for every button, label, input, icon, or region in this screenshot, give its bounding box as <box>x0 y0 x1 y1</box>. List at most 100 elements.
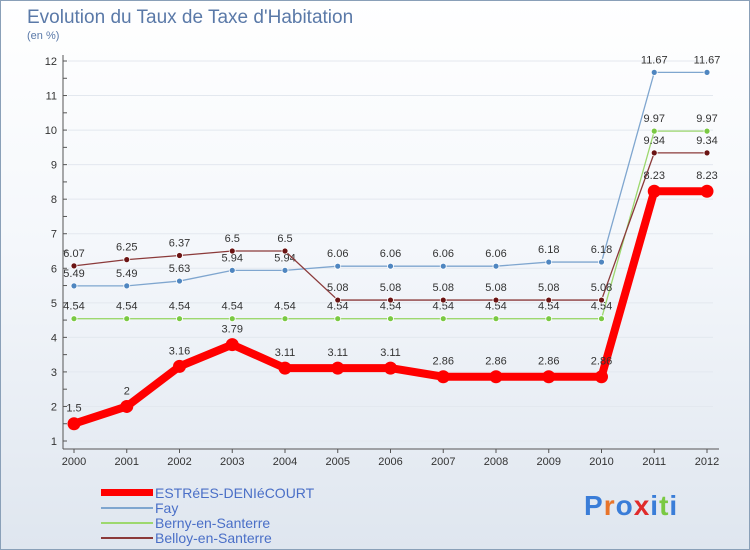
series-point-berny-en-santerre <box>650 127 658 135</box>
data-label-belloy-en-santerre: 5.08 <box>591 282 612 294</box>
data-label-berny-en-santerre: 4.54 <box>63 301 84 313</box>
data-label-estr-es-deni-court: 2.86 <box>433 356 454 368</box>
data-label-berny-en-santerre: 4.54 <box>380 301 401 313</box>
y-tick-label-2: 2 <box>51 401 57 413</box>
legend-item-belloy: Belloy-en-Santerre <box>101 529 314 546</box>
data-label-estr-es-deni-court: 8.23 <box>696 170 717 182</box>
data-label-belloy-en-santerre: 6.07 <box>63 248 84 260</box>
series-point-belloy-en-santerre <box>439 296 447 304</box>
data-label-estr-es-deni-court: 2 <box>124 385 130 397</box>
y-tick-label-10: 10 <box>45 125 57 137</box>
x-tick-label-2011: 2011 <box>642 456 666 468</box>
series-point-fay <box>598 258 605 266</box>
x-tick-label-2002: 2002 <box>167 456 191 468</box>
data-label-belloy-en-santerre: 6.25 <box>116 242 137 254</box>
legend-label-berny: Berny-en-Santerre <box>155 514 271 531</box>
y-tick-label-12: 12 <box>45 56 57 68</box>
series-point-belloy-en-santerre <box>176 252 183 259</box>
series-point-fay <box>703 69 711 76</box>
data-label-estr-es-deni-court: 3.79 <box>222 324 243 336</box>
series-point-fay <box>176 277 183 285</box>
series-point-berny-en-santerre <box>545 315 553 323</box>
data-label-estr-es-deni-court: 3.11 <box>327 347 348 359</box>
series-point-belloy-en-santerre <box>70 262 78 270</box>
x-tick-label-2007: 2007 <box>431 456 455 468</box>
x-tick-label-2004: 2004 <box>273 456 297 468</box>
y-tick-label-4: 4 <box>51 332 57 344</box>
legend-label-fay: Fay <box>155 499 179 516</box>
series-point-fay <box>70 282 78 290</box>
data-label-belloy-en-santerre: 5.08 <box>485 282 506 294</box>
series-point-estr-es-deni-court <box>120 399 134 413</box>
series-point-estr-es-deni-court <box>647 184 661 198</box>
series-point-berny-en-santerre <box>281 315 289 323</box>
series-point-fay <box>492 262 500 270</box>
series-point-fay <box>545 258 553 266</box>
data-label-belloy-en-santerre: 9.34 <box>644 135 665 147</box>
legend-swatch-belloy <box>101 536 153 539</box>
y-tick-label-3: 3 <box>51 367 57 379</box>
data-label-estr-es-deni-court: 1.5 <box>66 403 81 415</box>
series-point-estr-es-deni-court <box>436 370 450 384</box>
data-label-berny-en-santerre: 4.54 <box>222 301 243 313</box>
series-point-estr-es-deni-court <box>595 370 608 384</box>
data-label-estr-es-deni-court: 2.86 <box>485 356 506 368</box>
data-label-berny-en-santerre: 4.54 <box>327 301 348 313</box>
series-point-belloy-en-santerre <box>228 247 236 255</box>
series-point-belloy-en-santerre <box>703 149 711 157</box>
x-tick-label-2009: 2009 <box>537 456 561 468</box>
series-point-berny-en-santerre <box>334 315 342 323</box>
series-point-estr-es-deni-court <box>700 184 714 198</box>
series-point-berny-en-santerre <box>228 315 236 323</box>
x-tick-label-2003: 2003 <box>220 456 244 468</box>
series-point-fay <box>123 282 131 290</box>
x-tick-label-2005: 2005 <box>326 456 350 468</box>
data-label-berny-en-santerre: 4.54 <box>485 301 506 313</box>
series-point-fay <box>439 262 447 270</box>
series-point-estr-es-deni-court <box>542 370 556 384</box>
logo-letter: i <box>650 490 660 521</box>
x-tick-label-2000: 2000 <box>62 456 86 468</box>
logo-letter: P <box>584 490 604 521</box>
data-label-fay: 6.18 <box>538 244 559 256</box>
chart-subtitle: (en %) <box>27 30 60 42</box>
series-point-belloy-en-santerre <box>545 296 553 304</box>
data-label-belloy-en-santerre: 6.37 <box>169 237 190 249</box>
x-tick-label-2010: 2010 <box>589 456 613 468</box>
series-point-berny-en-santerre <box>492 315 500 323</box>
series-point-fay <box>281 266 289 274</box>
series-point-estr-es-deni-court <box>225 338 239 352</box>
legend-label-estrees: ESTRéES-DENIéCOURT <box>155 484 315 501</box>
logo-letter: t <box>659 490 670 521</box>
series-point-fay <box>334 262 342 270</box>
data-label-belloy-en-santerre: 9.34 <box>696 135 717 147</box>
data-label-fay: 5.49 <box>116 268 137 280</box>
series-point-belloy-en-santerre <box>387 296 394 304</box>
y-tick-label-7: 7 <box>51 229 57 241</box>
data-label-berny-en-santerre: 9.97 <box>696 113 717 125</box>
series-point-berny-en-santerre <box>176 315 183 323</box>
proxiti-logo: Proxiti <box>584 490 678 522</box>
series-point-berny-en-santerre <box>70 315 78 323</box>
series-point-estr-es-deni-court <box>384 361 397 375</box>
series-point-estr-es-deni-court <box>67 417 81 431</box>
legend-item-estrees: ESTRéES-DENIéCOURT <box>101 484 315 501</box>
data-label-berny-en-santerre: 4.54 <box>538 301 559 313</box>
series-point-estr-es-deni-court <box>173 359 186 373</box>
y-tick-label-11: 11 <box>46 91 57 103</box>
data-label-fay: 6.06 <box>485 248 506 260</box>
series-point-berny-en-santerre <box>703 127 711 135</box>
data-label-fay: 5.63 <box>169 263 190 275</box>
legend-label-belloy: Belloy-en-Santerre <box>155 529 272 546</box>
series-point-berny-en-santerre <box>439 315 447 323</box>
logo-letter: x <box>633 490 651 521</box>
data-label-belloy-en-santerre: 5.08 <box>327 282 348 294</box>
y-tick-label-5: 5 <box>51 298 57 310</box>
series-point-berny-en-santerre <box>387 315 394 323</box>
legend-swatch-fay <box>101 506 153 509</box>
series-point-berny-en-santerre <box>598 315 605 323</box>
series-point-belloy-en-santerre <box>123 256 131 264</box>
y-tick-label-8: 8 <box>51 194 57 206</box>
data-label-belloy-en-santerre: 5.08 <box>538 282 559 294</box>
